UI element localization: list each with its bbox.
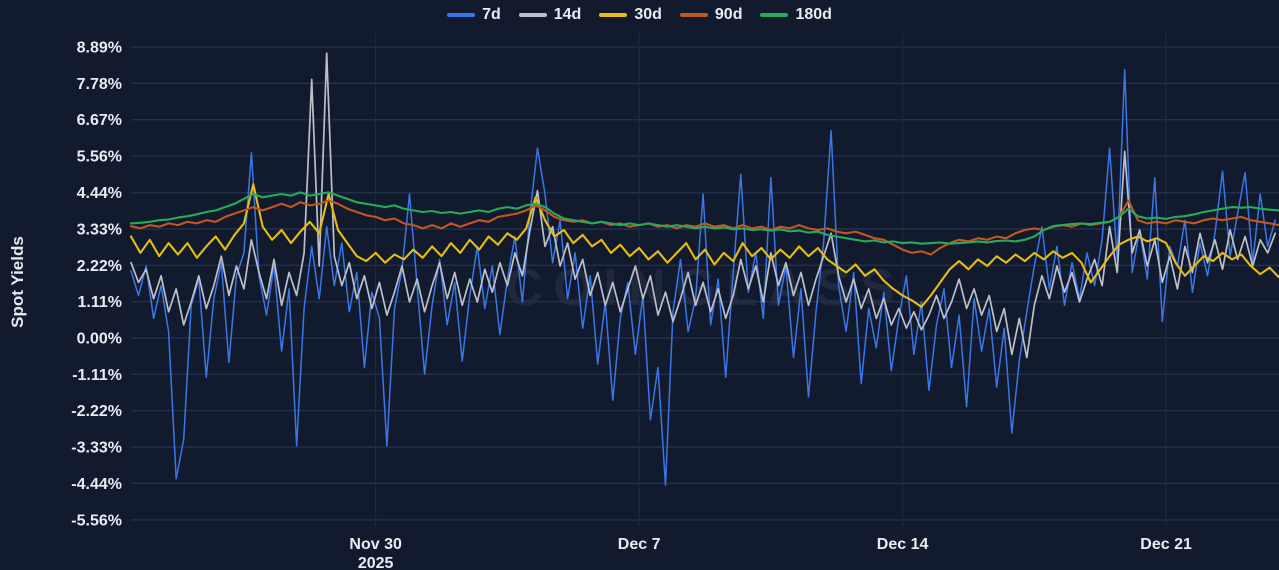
x-axis-tick-label: Dec 7 (618, 536, 661, 553)
series-line-14d (130, 52, 1277, 359)
legend-swatch-icon (760, 13, 789, 17)
y-axis-tick-label: 0.00% (77, 331, 122, 348)
y-axis-tick-label: 8.89% (77, 40, 122, 57)
legend-item-90d[interactable]: 90d (679, 6, 743, 24)
y-axis-tick-label: 2.22% (77, 258, 122, 275)
legend-label: 14d (553, 6, 582, 23)
x-axis-tick-label: Dec 21 (1140, 536, 1192, 553)
legend-item-180d[interactable]: 180d (760, 6, 832, 24)
legend-swatch-icon (679, 13, 708, 17)
legend-label: 180d (795, 6, 832, 23)
legend-swatch-icon (447, 13, 476, 17)
legend-label: 7d (482, 6, 501, 23)
legend-label: 30d (634, 6, 662, 23)
y-axis-tick-label: -3.33% (71, 439, 122, 456)
y-axis-tick-label: 5.56% (77, 149, 122, 166)
series-line-180d (129, 191, 1279, 245)
y-axis-tick-label: 3.33% (77, 222, 122, 239)
y-axis-tick-label: 7.78% (77, 76, 122, 93)
x-axis-tick-sublabel: 2025 (358, 555, 394, 570)
legend-item-30d[interactable]: 30d (599, 6, 662, 24)
coinglass-watermark: COINGLASS (505, 259, 905, 317)
legend-swatch-icon (518, 13, 547, 17)
y-axis-title: Spot Yields (8, 236, 27, 328)
y-axis-tick-label: 6.67% (77, 112, 122, 129)
legend-item-14d[interactable]: 14d (518, 6, 582, 24)
y-axis-tick-label: -4.44% (71, 476, 122, 493)
y-axis-tick-label: -2.22% (71, 403, 122, 420)
y-axis-tick-label: 4.44% (77, 185, 122, 202)
y-axis-tick-label: -1.11% (72, 367, 122, 384)
chart-legend: 7d 14d 30d 90d 180d (0, 6, 1279, 24)
y-axis-tick-label: 1.11% (78, 294, 122, 311)
legend-swatch-icon (599, 13, 628, 17)
y-axis-tick-label: -5.56% (71, 512, 122, 529)
x-axis-tick-label: Dec 14 (877, 536, 929, 553)
legend-label: 90d (714, 6, 743, 23)
legend-item-7d[interactable]: 7d (447, 6, 501, 24)
x-axis-tick-label: Nov 30 (349, 536, 402, 553)
series-line-30d (129, 183, 1279, 308)
